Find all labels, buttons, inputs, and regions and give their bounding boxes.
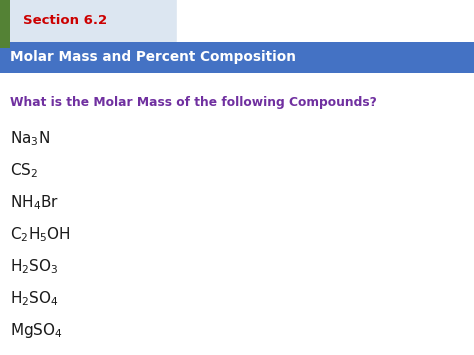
Text: What is the Molar Mass of the following Compounds?: What is the Molar Mass of the following …: [10, 97, 377, 109]
Text: $\mathregular{H_2SO_4}$: $\mathregular{H_2SO_4}$: [10, 289, 59, 307]
Text: $\mathregular{Na_3N}$: $\mathregular{Na_3N}$: [10, 129, 50, 148]
Bar: [0, 42, 474, 73]
Text: $\mathregular{CS_2}$: $\mathregular{CS_2}$: [10, 161, 38, 180]
Text: Section 6.2: Section 6.2: [23, 14, 107, 27]
Text: $\mathregular{C_2H_5OH}$: $\mathregular{C_2H_5OH}$: [10, 225, 71, 244]
Text: $\mathregular{NH_4Br}$: $\mathregular{NH_4Br}$: [10, 193, 60, 212]
FancyBboxPatch shape: [4, 0, 177, 44]
Text: $\mathregular{H_2SO_3}$: $\mathregular{H_2SO_3}$: [10, 257, 59, 275]
Text: Molar Mass and Percent Composition: Molar Mass and Percent Composition: [10, 50, 296, 64]
Text: $\mathregular{MgSO_4}$: $\mathregular{MgSO_4}$: [10, 321, 63, 340]
Bar: [0, 0, 10, 48]
